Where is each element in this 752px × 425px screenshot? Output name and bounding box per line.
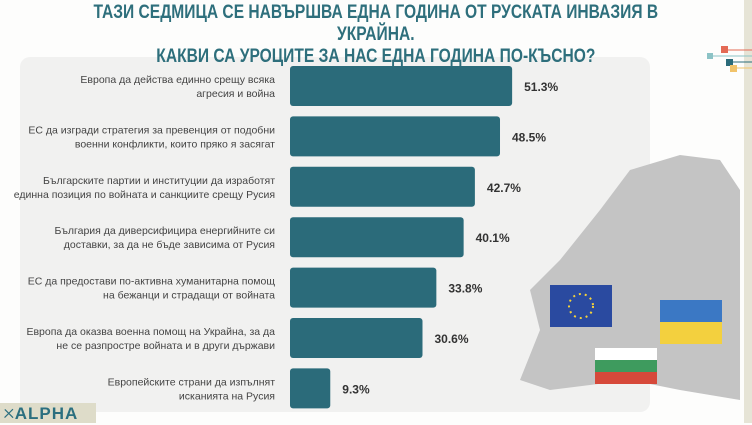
category-label: доставки, за да не бъде зависима от Руси… (64, 239, 275, 251)
page-title: ТАЗИ СЕДМИЦА СЕ НАВЪРШВА ЕДНА ГОДИНА ОТ … (68, 2, 685, 68)
data-label: 40.1% (476, 231, 510, 245)
logo-text: ALPHA (14, 404, 79, 423)
category-label: Европа да оказва военна помощ на Украйна… (26, 326, 275, 338)
title-line-2: КАКВИ СА УРОЦИТЕ ЗА НАС ЕДНА ГОДИНА ПО-К… (156, 46, 596, 67)
bar (290, 267, 437, 308)
europe-map (520, 155, 740, 400)
eu-flag-icon (550, 285, 612, 327)
data-label: 30.6% (434, 332, 468, 346)
category-label: на бежанци и страдащи от войната (103, 290, 275, 302)
data-label: 9.3% (342, 382, 370, 396)
category-label: Европейските страни да изпълнят (108, 376, 276, 388)
data-label: 33.8% (448, 282, 482, 296)
category-label: военни конфликти, които пряко я засягат (75, 138, 275, 150)
title-line-1: ТАЗИ СЕДМИЦА СЕ НАВЪРШВА ЕДНА ГОДИНА ОТ … (93, 2, 659, 45)
category-label: не се разпростре войната и в други държа… (56, 340, 275, 352)
bar (290, 66, 513, 106)
category-label: ЕС да предостави по-активна хуманитарна … (28, 276, 276, 288)
right-border-strip (744, 0, 752, 423)
bar (290, 217, 464, 258)
bar (290, 368, 331, 409)
category-label: България да диверсифицира енергийните си (54, 225, 275, 237)
bar (290, 116, 501, 157)
data-label: 48.5% (512, 130, 546, 144)
category-label: единна позиция по войната и санкциите ср… (14, 189, 275, 201)
bar (290, 166, 475, 207)
category-label: исканията на Русия (179, 390, 275, 402)
ukraine-flag-icon (660, 300, 722, 344)
data-label: 51.3% (524, 80, 558, 94)
data-label: 42.7% (487, 181, 521, 195)
bar (290, 318, 423, 358)
bulgaria-flag-icon (595, 348, 657, 384)
decorative-squares (707, 46, 752, 72)
category-label: ЕС да изгради стратегия за превенция от … (28, 124, 275, 136)
category-label: агресия и война (196, 88, 275, 100)
category-label: Българските партии и институции да израб… (43, 175, 275, 187)
category-label: Европа да действа единно срещу всяка (80, 74, 275, 86)
alpha-logo: 🞨ALPHA (0, 403, 96, 423)
